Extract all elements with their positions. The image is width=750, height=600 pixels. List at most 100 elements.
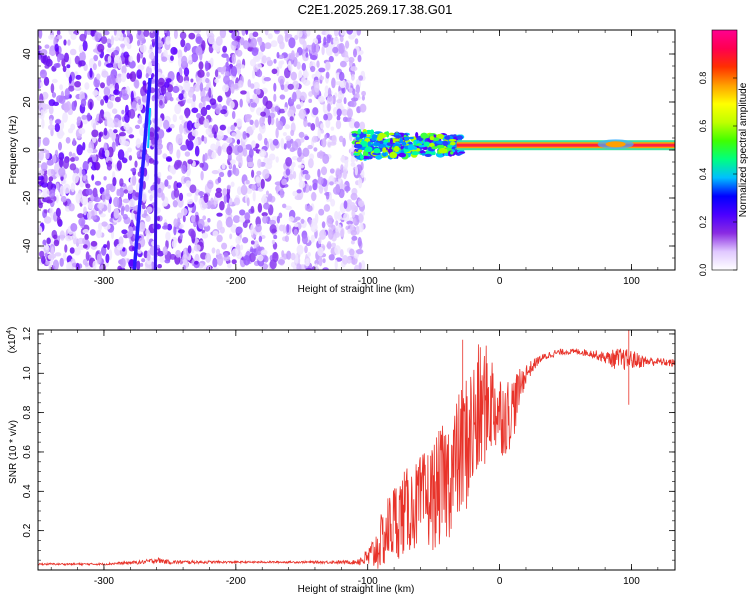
spectrogram-cell xyxy=(168,144,174,155)
spectrogram-cell xyxy=(298,131,305,138)
spectrogram-cell xyxy=(161,56,168,62)
spectrogram-cell xyxy=(335,119,342,130)
spectrogram-cell xyxy=(128,155,133,161)
spectrogram-cell xyxy=(85,251,90,262)
spectrogram-cell xyxy=(346,256,352,264)
spectrogram-cell xyxy=(52,154,57,164)
spectrogram-cell xyxy=(70,123,76,131)
spectrogram-cell xyxy=(205,83,209,92)
spectrogram-cell xyxy=(45,150,50,160)
spectrogram-cell xyxy=(293,223,299,228)
spectrogram-cell xyxy=(293,228,298,236)
spectrogram-cell xyxy=(99,264,105,270)
colorbar-tick: 0.6 xyxy=(698,120,737,132)
spectrogram-cell xyxy=(41,118,45,129)
spectrogram-cell xyxy=(215,191,223,198)
spectrogram-cell xyxy=(270,40,278,48)
spectrogram-cell xyxy=(314,81,320,93)
spectrogram-cell xyxy=(134,160,138,168)
spectrogram-cell xyxy=(274,105,280,113)
spectrogram-cell xyxy=(191,129,199,137)
colorbar-tick-label: 0.8 xyxy=(698,72,708,85)
spectrogram-cell xyxy=(252,191,256,202)
spectrogram-cell xyxy=(304,245,308,254)
spectrogram-cell xyxy=(175,249,181,258)
spectrogram-cell xyxy=(148,61,153,68)
spectrogram-cell xyxy=(48,51,56,56)
spectrogram-cell xyxy=(281,178,288,186)
spectrogram-cell xyxy=(270,116,275,126)
spectrogram-cell xyxy=(310,55,318,60)
spectrogram-cell xyxy=(296,30,303,38)
spectrogram-cell xyxy=(84,233,89,241)
carrier-cell xyxy=(420,132,428,139)
spectrogram-cell xyxy=(237,186,242,196)
spectrogram-cell xyxy=(307,252,311,257)
y-tick-label: 0.4 xyxy=(22,484,33,498)
spectrogram-cell xyxy=(134,79,140,89)
spectrogram-cell xyxy=(263,157,271,163)
spectrogram-y-axis: -40 -20 0 20 40 xyxy=(22,29,675,271)
spectrogram-cell xyxy=(322,267,329,270)
spectrogram-cell xyxy=(151,136,156,145)
spectrogram-cell xyxy=(205,252,212,263)
spectrogram-cell xyxy=(70,182,76,193)
spectrogram-cell xyxy=(82,175,87,182)
carrier-cell xyxy=(411,151,420,156)
spectrogram-cell xyxy=(191,248,195,254)
spectrogram-cell xyxy=(58,167,66,177)
spectrogram-cell xyxy=(103,142,108,152)
spectrogram-cell xyxy=(118,236,124,246)
spectrogram-cell xyxy=(165,36,171,45)
spectrogram-cell xyxy=(193,244,201,252)
spectrogram-cell xyxy=(350,229,357,236)
spectrogram-cell xyxy=(204,60,209,72)
snr-frame xyxy=(37,329,676,571)
spectrogram-cell xyxy=(40,49,48,56)
spectrogram-cell xyxy=(350,66,358,72)
spectrogram-cell xyxy=(159,99,163,106)
spectrogram-cell xyxy=(68,151,73,157)
carrier-cell xyxy=(362,150,369,157)
spectrogram-cell xyxy=(43,173,48,184)
spectrogram-cell xyxy=(350,147,354,152)
spectrogram-cell xyxy=(286,138,292,149)
spectrogram-cell xyxy=(46,199,53,204)
spectrogram-cell xyxy=(82,169,86,178)
spectrogram-cell xyxy=(169,165,176,174)
spectrogram-cell xyxy=(114,96,121,103)
spectrogram-cell xyxy=(90,215,97,220)
spectrogram-cell xyxy=(220,109,228,115)
spectrogram-cell xyxy=(331,77,336,89)
spectrogram-cell xyxy=(207,265,212,270)
spectrogram-cell xyxy=(65,101,71,111)
snr-multiplier: (x104) xyxy=(6,327,18,354)
carrier-cell xyxy=(399,137,404,144)
spectrogram-cell xyxy=(230,159,236,165)
spectrogram-cell xyxy=(128,134,135,139)
spectrogram-cell xyxy=(230,224,238,233)
spectrogram-cell xyxy=(334,245,341,255)
spectrogram-cell xyxy=(236,59,242,70)
spectrogram-cell xyxy=(292,80,300,91)
y-tick-label: 20 xyxy=(22,96,33,108)
spectrogram-cell xyxy=(85,188,93,196)
spectrogram-cell xyxy=(53,234,58,240)
spectrogram-cell xyxy=(263,77,271,82)
spectrogram-cell xyxy=(338,42,345,54)
spectrogram-cell xyxy=(55,207,61,217)
spectrogram-streaks xyxy=(132,30,159,270)
spectrogram-cell xyxy=(130,90,134,102)
spectrogram-cell xyxy=(150,30,154,33)
spectrogram-cell xyxy=(263,202,270,210)
spectrogram-cell xyxy=(286,250,292,260)
spectrogram-cell xyxy=(80,195,89,206)
carrier-cell xyxy=(373,147,381,154)
spectrogram-cell xyxy=(234,168,240,177)
spectrogram-cell xyxy=(122,213,128,220)
spectrogram-cell xyxy=(325,45,333,56)
x-tick-label: 100 xyxy=(623,576,640,587)
spectrogram-cell xyxy=(291,161,296,168)
spectrogram-cell xyxy=(350,100,357,108)
spectrogram-cell xyxy=(72,172,79,184)
